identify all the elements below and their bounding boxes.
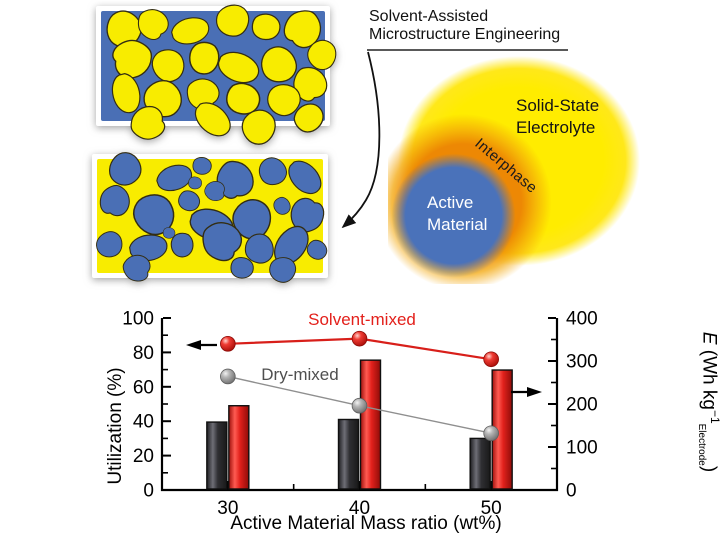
annotation-title: Solvent-Assisted Microstructure Engineer…: [369, 8, 560, 44]
right-tick-label: 0: [566, 481, 577, 502]
electrolyte-label-line2: Electrolyte: [516, 118, 596, 137]
left-tick-label: 60: [133, 377, 154, 398]
active-material-label: Active Material: [427, 192, 487, 236]
right-tick-label: 300: [566, 352, 598, 373]
right-axis-title: E (Wh kg−1Electrode): [696, 332, 720, 472]
right-axis-symbol: E: [698, 331, 720, 345]
bar-solvent-mixed-30: [228, 405, 250, 490]
left-axis-title: Utilization (%): [105, 367, 126, 485]
microstructure-solvent-mixed: [91, 146, 337, 290]
right-axis-arrowhead-icon: [527, 387, 542, 397]
axes: [160, 318, 559, 492]
marker-dry-mixed-40: [351, 397, 368, 414]
annotation-line2: Microstructure Engineering: [369, 26, 561, 43]
right-tick-label: 200: [566, 395, 598, 416]
annotation-line1: Solvent-Assisted: [369, 8, 489, 25]
left-tick-label: 100: [122, 309, 154, 330]
solid-state-electrolyte-label: Solid-State Electrolyte: [516, 95, 599, 139]
marker-dry-mixed-30: [220, 368, 236, 385]
microstructure-dry-mixed: [96, 2, 341, 152]
left-tick-label: 20: [133, 446, 154, 467]
x-axis-title: Active Material Mass ratio (wt%): [230, 513, 502, 534]
x-tick-label: 30: [217, 498, 238, 519]
marker-solvent-mixed-50: [483, 351, 499, 368]
right-tick-label: 100: [566, 438, 598, 459]
right-axis-subscript: Electrode: [695, 423, 707, 466]
x-tick-label: 50: [481, 498, 502, 519]
right-axis-close: ): [698, 465, 720, 473]
marker-solvent-mixed-40: [351, 330, 368, 347]
left-tick-label: 0: [143, 481, 154, 502]
marker-solvent-mixed-30: [220, 335, 236, 352]
bar-dry-mixed-30: [206, 421, 228, 490]
electrode-particle-diagram: [388, 56, 640, 284]
legend-solvent-mixed: Solvent-mixed: [308, 310, 416, 329]
marker-dry-mixed-50: [483, 425, 499, 442]
dry-mixed-illustration: [96, 2, 341, 151]
bar-dry-mixed-50: [469, 437, 491, 490]
bar-solvent-mixed-40: [359, 359, 382, 490]
left-tick-label: 40: [133, 412, 154, 433]
left-tick-label: 80: [133, 343, 154, 364]
legend-dry-mixed: Dry-mixed: [261, 365, 339, 384]
bar-dry-mixed-40: [337, 418, 360, 490]
right-axis-superscript: −1: [708, 409, 720, 424]
right-axis-unit: (Wh kg: [698, 344, 720, 410]
active-label-line2: Material: [427, 215, 488, 234]
left-axis-arrowhead-icon: [186, 340, 201, 350]
right-tick-label: 400: [566, 309, 598, 330]
solvent-mixed-illustration: [91, 146, 331, 284]
electrolyte-label-line1: Solid-State: [516, 96, 600, 115]
x-tick-label: 40: [349, 498, 370, 519]
active-label-line1: Active: [427, 193, 474, 212]
